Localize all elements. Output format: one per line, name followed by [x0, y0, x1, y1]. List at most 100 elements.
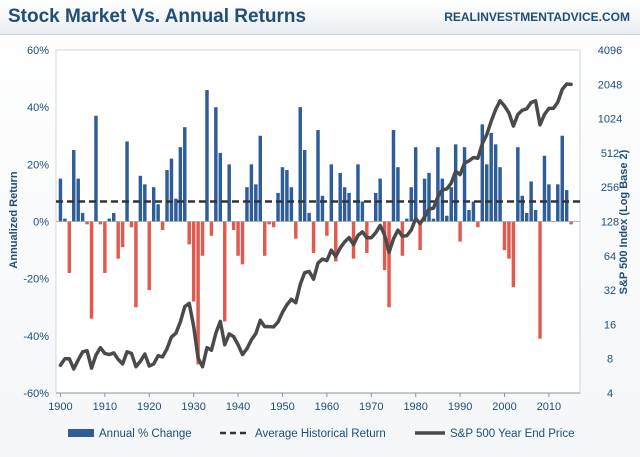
bar-1951: [285, 170, 289, 222]
bar-1962: [334, 221, 338, 262]
bar-1979: [409, 187, 413, 222]
bar-1950: [280, 167, 285, 222]
bar-1978: [405, 218, 409, 222]
price-line-series: [58, 82, 573, 371]
y-right-tick-label-512: 512: [601, 148, 619, 160]
bar-1980: [413, 147, 418, 222]
bar-2000: [502, 221, 507, 251]
legend-line-label: S&P 500 Year End Price: [450, 428, 574, 440]
bar-1958: [316, 130, 320, 222]
bar-1996: [485, 164, 489, 222]
bar-1900: [58, 178, 63, 222]
x-tick-label-2000: 2000: [492, 401, 516, 413]
bar-1949: [276, 192, 280, 222]
title-bar: Stock Market Vs. Annual Returns REALINVE…: [0, 0, 640, 35]
bar-1994: [476, 221, 480, 228]
bar-1995: [480, 124, 485, 222]
bar-1931: [196, 221, 200, 365]
bar-1922: [156, 204, 160, 222]
bar-1989: [453, 144, 458, 222]
bar-1934: [209, 221, 214, 236]
bar-1952: [289, 187, 294, 222]
y-left-tick-label--20: -20%: [23, 274, 49, 286]
bar-1957: [311, 221, 316, 253]
bar-1936: [218, 152, 223, 222]
bar-2010: [547, 184, 551, 222]
bar-1901: [63, 218, 67, 222]
x-tick-label-1960: 1960: [315, 401, 339, 413]
bar-2002: [511, 221, 516, 288]
bar-1920: [147, 221, 151, 291]
bar-1932: [200, 221, 205, 256]
bar-1959: [320, 195, 325, 222]
y-right-tick-label-32: 32: [604, 285, 616, 297]
bar-2001: [507, 221, 511, 259]
x-tick-label-2010: 2010: [537, 401, 561, 413]
bar-1902: [67, 221, 72, 273]
bar-1909: [98, 221, 103, 225]
y-left-tick-label-0: 0%: [33, 217, 49, 229]
bar-1960: [325, 221, 329, 236]
bar-1975: [391, 130, 396, 222]
bar-1942: [245, 187, 249, 222]
bar-1938: [227, 164, 231, 222]
x-tick-label-1940: 1940: [226, 401, 250, 413]
bar-1928: [183, 127, 187, 222]
bar-1911: [107, 218, 112, 222]
bar-1917: [134, 221, 138, 308]
bar-series: [56, 90, 580, 365]
y-right-tick-label-8: 8: [607, 354, 613, 366]
y-right-tick-label-1024: 1024: [598, 114, 622, 126]
bar-1988: [449, 187, 453, 222]
y-right-tick-label-2048: 2048: [598, 79, 622, 91]
bar-1914: [120, 221, 125, 248]
y-right-tick-label-16: 16: [604, 319, 616, 331]
bar-1961: [329, 164, 334, 222]
bar-1929: [187, 221, 191, 245]
x-tick-label-1980: 1980: [403, 401, 427, 413]
bar-1906: [85, 221, 89, 225]
bar-1918: [138, 175, 143, 222]
bar-1926: [174, 198, 178, 222]
bar-1943: [249, 164, 254, 222]
chart-title: Stock Market Vs. Annual Returns: [8, 6, 307, 27]
bar-2004: [520, 195, 524, 222]
bar-1916: [129, 221, 134, 228]
y-left-tick-label--40: -40%: [23, 331, 49, 343]
y-left-tick-label-40: 40%: [27, 102, 49, 114]
bar-1913: [116, 221, 120, 259]
x-tick-label-1930: 1930: [181, 401, 205, 413]
bar-1965: [347, 192, 351, 222]
x-tick-label-1910: 1910: [93, 401, 117, 413]
bar-1944: [254, 184, 258, 222]
bar-1921: [151, 187, 156, 222]
bar-1937: [223, 221, 227, 322]
bar-1925: [169, 158, 174, 222]
bar-1971: [374, 192, 378, 222]
bar-1956: [307, 212, 311, 222]
right-axis-label: S&P 500 Index (Log Base 2): [618, 149, 630, 294]
y-right-tick-label-256: 256: [601, 182, 619, 194]
bar-1985: [436, 147, 440, 222]
bar-1930: [191, 221, 196, 302]
bar-2012: [556, 184, 560, 222]
bar-1981: [418, 221, 422, 251]
bar-1983: [427, 172, 431, 222]
bar-2005: [524, 212, 529, 222]
y-left-tick-label-20: 20%: [27, 159, 49, 171]
y-left-tick-label-60: 60%: [27, 45, 49, 57]
bar-2013: [560, 135, 564, 222]
bar-1990: [458, 221, 462, 242]
bar-1984: [431, 218, 436, 222]
bar-1998: [493, 144, 498, 222]
bar-1910: [103, 221, 107, 273]
bar-1982: [422, 178, 427, 222]
bar-1940: [236, 221, 240, 256]
legend-bar-label: Annual % Change: [99, 428, 192, 440]
bar-1923: [160, 221, 165, 231]
bar-1912: [112, 212, 116, 222]
bar-1947: [267, 221, 271, 225]
bar-1924: [165, 170, 169, 222]
